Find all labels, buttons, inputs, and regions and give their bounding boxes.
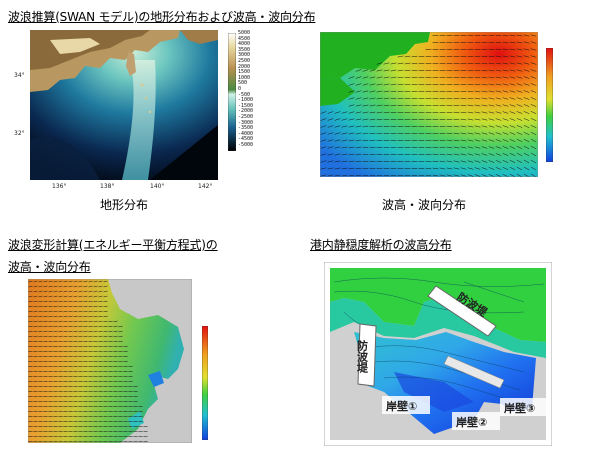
topo-lon-tick-142: 142° xyxy=(198,183,213,190)
topo-lat-tick-34: 34° xyxy=(14,72,25,79)
swan-wave-map xyxy=(320,32,538,177)
topo-colorbar xyxy=(228,33,236,151)
label-breakwater-left: 防波堤 xyxy=(356,339,369,374)
energy-colorbar xyxy=(202,326,208,440)
label-quay-2: 岸壁② xyxy=(456,415,487,429)
label-quay-1: 岸壁① xyxy=(386,399,417,413)
topo-lon-tick-136: 136° xyxy=(52,183,67,190)
swan-colorbar xyxy=(546,48,553,162)
topo-colorbar-label: 3000 xyxy=(238,52,251,59)
topo-colorbar-label: 2000 xyxy=(238,63,251,70)
topo-colorbar-label: -500 xyxy=(238,91,251,98)
caption-topo: 地形分布 xyxy=(100,198,149,212)
topo-colorbar-label: 0 xyxy=(238,85,242,92)
topo-colorbar-label: -3500 xyxy=(238,125,254,132)
topo-colorbar-label: 2500 xyxy=(238,57,251,64)
topo-colorbar-label: -4500 xyxy=(238,136,254,143)
caption-wave: 波高・波向分布 xyxy=(382,198,467,212)
topo-lon-tick-138: 138° xyxy=(100,183,115,190)
topo-colorbar-label: -1000 xyxy=(238,97,254,104)
topo-colorbar-label: -2500 xyxy=(238,113,254,120)
heading-swan: 波浪推算(SWAN モデル)の地形分布および波高・波向分布 xyxy=(8,10,316,24)
topo-colorbar-label: -2000 xyxy=(238,108,254,115)
swan-wave-direction-arrows xyxy=(320,34,537,177)
topo-map xyxy=(30,30,218,180)
topo-colorbar-labels: 5000 4500 4000 3500 3000 2500 2000 1500 1000 500 0… xyxy=(238,30,254,148)
topo-colorbar-label: 3500 xyxy=(238,46,251,53)
topo-colorbar-label: -3000 xyxy=(238,119,254,126)
heading-harbor: 港内静穏度解析の波高分布 xyxy=(310,238,452,252)
topo-colorbar-label: 4500 xyxy=(238,35,251,42)
topo-colorbar-label: -4000 xyxy=(238,130,254,137)
harbor-map: 防波堤 防波堤 岸壁① 岸壁② 岸壁③ xyxy=(324,262,552,446)
topo-lon-tick-140: 140° xyxy=(150,183,165,190)
topo-lat-tick-32: 32° xyxy=(14,130,25,137)
energy-balance-arrows xyxy=(28,280,148,442)
topo-colorbar-label: -1500 xyxy=(238,102,254,109)
topo-colorbar-label: 5000 xyxy=(238,30,251,36)
topo-colorbar-label: 1000 xyxy=(238,74,251,81)
topo-colorbar-label: 500 xyxy=(238,80,248,87)
topo-colorbar-label: 4000 xyxy=(238,41,251,48)
heading-energy-line2: 波高・波向分布 xyxy=(8,260,91,274)
topo-colorbar-label: -5000 xyxy=(238,141,254,148)
heading-energy-line1: 波浪変形計算(エネルギー平衡方程式)の xyxy=(8,238,218,252)
label-quay-3: 岸壁③ xyxy=(504,401,535,415)
topo-colorbar-label: 1500 xyxy=(238,69,251,76)
energy-balance-map xyxy=(28,279,192,443)
